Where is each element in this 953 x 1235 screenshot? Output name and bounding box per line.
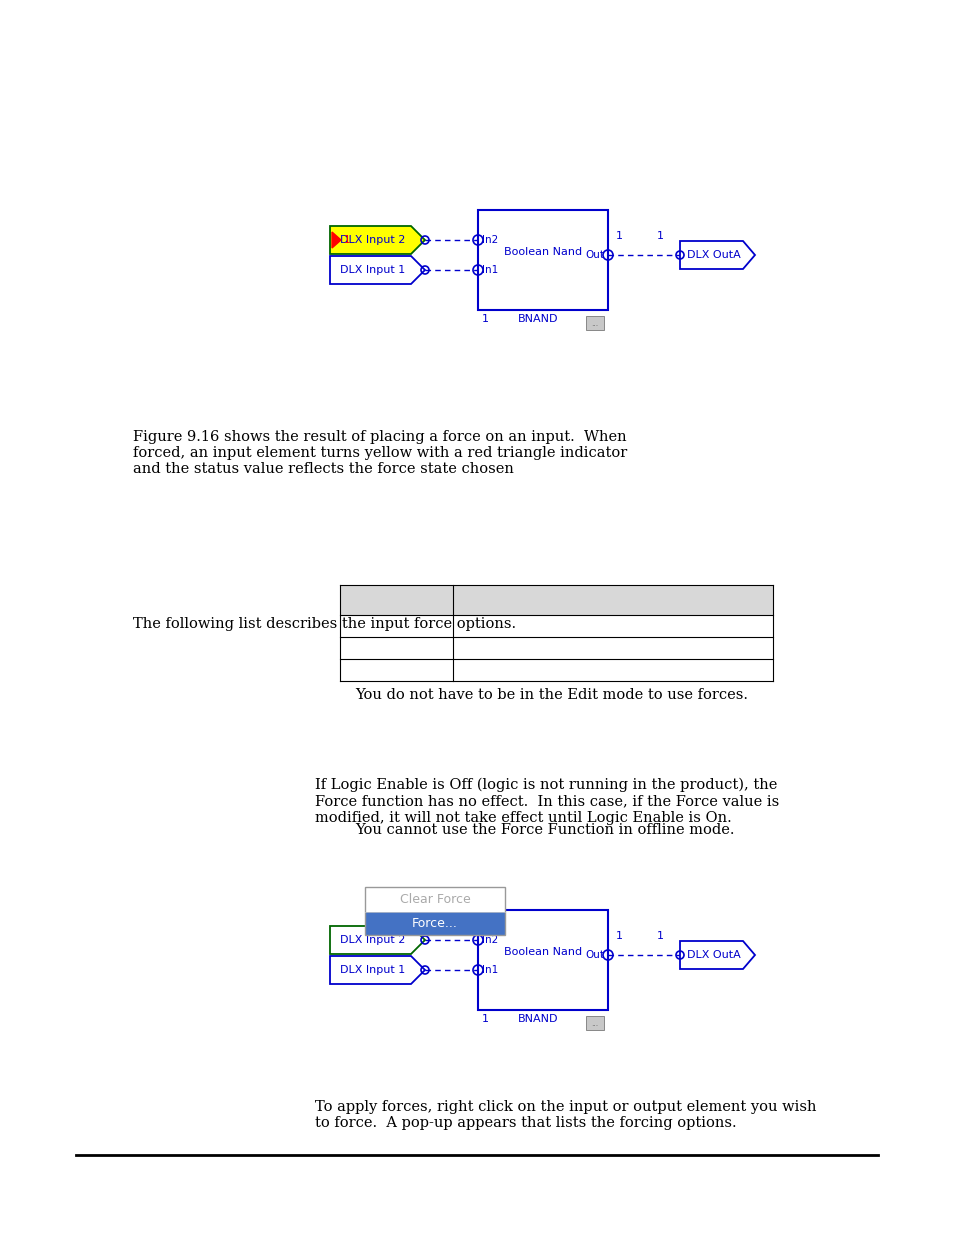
Text: Clear Force: Clear Force [399,893,470,906]
Text: 0: 0 [364,911,371,923]
Polygon shape [330,956,424,984]
Polygon shape [330,256,424,284]
FancyBboxPatch shape [585,316,603,330]
Text: In2: In2 [481,935,497,945]
Text: 1: 1 [481,1014,489,1024]
Text: To apply forces, right click on the input or output element you wish
to force.  : To apply forces, right click on the inpu… [314,1100,816,1130]
Text: DLX Input 2: DLX Input 2 [339,935,405,945]
Bar [339,615,772,637]
Text: In2: In2 [481,235,497,245]
Bar [365,887,504,911]
Bar [365,887,504,935]
Text: DLX Input 2: DLX Input 2 [339,235,405,245]
Text: 0: 0 [374,242,380,252]
Polygon shape [330,926,424,953]
Text: You do not have to be in the Edit mode to use forces.: You do not have to be in the Edit mode t… [355,688,747,701]
Polygon shape [330,226,424,254]
Text: Boolean Nand: Boolean Nand [503,947,581,957]
Text: In1: In1 [481,965,497,974]
Polygon shape [679,241,754,269]
Text: In1: In1 [481,266,497,275]
Text: 1: 1 [344,235,351,245]
FancyBboxPatch shape [477,910,607,1010]
Text: Boolean Nand: Boolean Nand [503,247,581,257]
Text: 1: 1 [616,931,622,941]
Text: BNAND: BNAND [517,1014,558,1024]
Text: BNAND: BNAND [517,314,558,324]
Text: You cannot use the Force Function in offline mode.: You cannot use the Force Function in off… [355,823,734,837]
Text: The following list describes the input force options.: The following list describes the input f… [132,618,516,631]
Text: 0: 0 [374,942,380,952]
Text: DLX Input 1: DLX Input 1 [339,266,405,275]
Text: DLX OutA: DLX OutA [686,950,740,960]
Text: 1: 1 [657,931,663,941]
Text: Out: Out [584,249,603,261]
Bar [339,585,772,615]
Bar [339,659,772,680]
FancyBboxPatch shape [585,1016,603,1030]
Text: 1: 1 [616,231,622,241]
Text: DLX OutA: DLX OutA [686,249,740,261]
Text: DLX Input 1: DLX Input 1 [339,965,405,974]
Bar [365,911,504,935]
Bar [339,637,772,659]
Text: ...: ... [591,1019,598,1028]
Polygon shape [332,232,340,248]
FancyBboxPatch shape [477,210,607,310]
Text: ...: ... [591,319,598,327]
Text: If Logic Enable is Off (logic is not running in the product), the
Force function: If Logic Enable is Off (logic is not run… [314,778,779,825]
Text: Force...: Force... [412,918,457,930]
Text: 1: 1 [481,314,489,324]
Text: Figure 9.16 shows the result of placing a force on an input.  When
forced, an in: Figure 9.16 shows the result of placing … [132,430,626,477]
Text: 1: 1 [657,231,663,241]
Polygon shape [679,941,754,969]
Text: Out: Out [584,950,603,960]
